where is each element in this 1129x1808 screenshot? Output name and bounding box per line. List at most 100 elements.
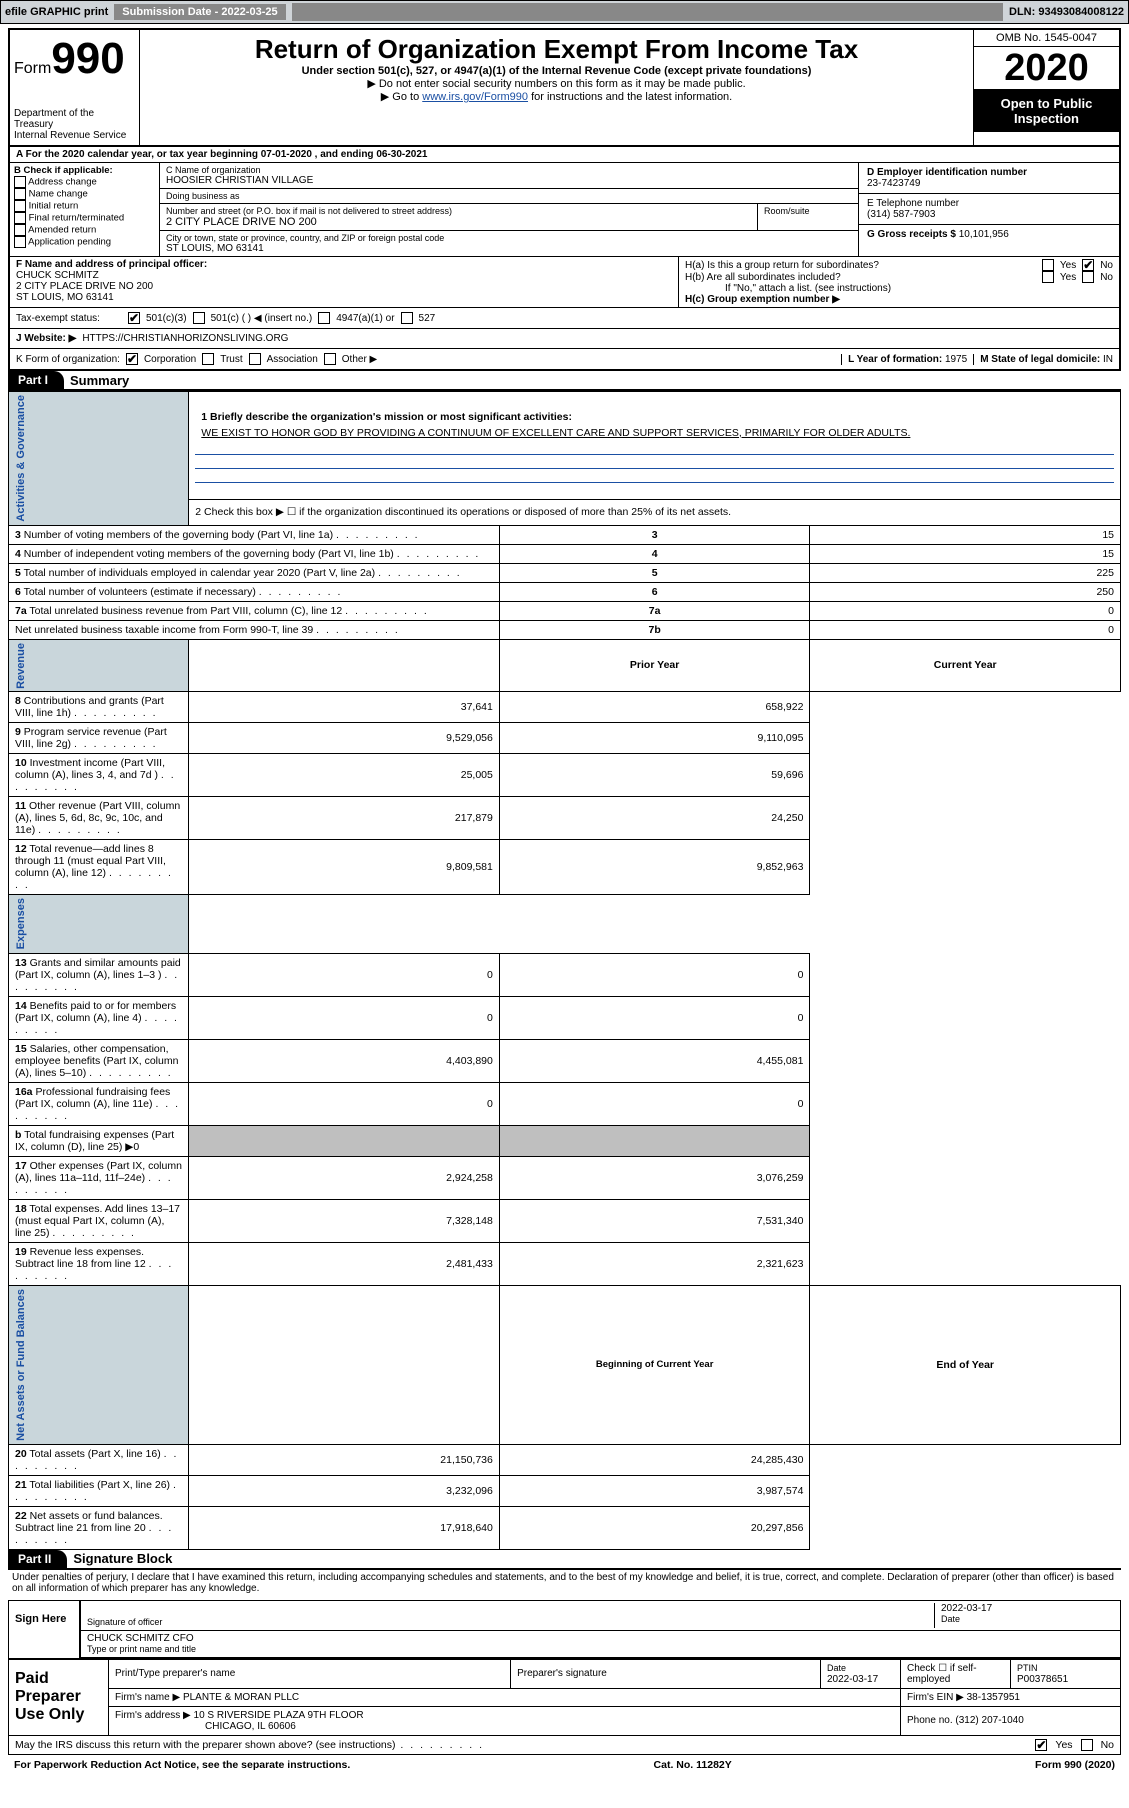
footer: For Paperwork Reduction Act Notice, see …	[8, 1755, 1121, 1775]
vert-gov: Activities & Governance	[9, 392, 189, 526]
ein-value: 23-7423749	[867, 178, 1111, 189]
table-row: 17 Other expenses (Part IX, column (A), …	[9, 1156, 1121, 1199]
table-row: Net unrelated business taxable income fr…	[9, 620, 1121, 639]
hb-no-checkbox[interactable]	[1082, 271, 1094, 283]
sign-here-label: Sign Here	[9, 1601, 79, 1658]
prior-year-hdr: Prior Year	[499, 639, 810, 692]
block-b-item[interactable]: Final return/terminated	[14, 212, 155, 224]
subtitle-1: Under section 501(c), 527, or 4947(a)(1)…	[148, 65, 965, 77]
website-row: J Website: ▶ HTTPS://CHRISTIANHORIZONSLI…	[8, 329, 1121, 349]
part2-title: Signature Block	[67, 1551, 172, 1566]
footer-left: For Paperwork Reduction Act Notice, see …	[14, 1759, 350, 1771]
k-label: K Form of organization:	[16, 354, 120, 365]
paid-preparer-table: Paid Preparer Use Only Print/Type prepar…	[8, 1659, 1121, 1736]
form-label: Form	[14, 60, 51, 77]
501c3-checkbox[interactable]	[128, 312, 140, 324]
officer-printed: CHUCK SCHMITZ CFO	[87, 1633, 1114, 1644]
table-row: 10 Investment income (Part VIII, column …	[9, 754, 1121, 797]
footer-mid: Cat. No. 11282Y	[654, 1759, 732, 1771]
city-value: ST LOUIS, MO 63141	[166, 243, 852, 254]
block-b: B Check if applicable: Address change Na…	[10, 163, 160, 256]
i-label: Tax-exempt status:	[16, 313, 122, 324]
street-value: 2 CITY PLACE DRIVE NO 200	[166, 216, 751, 228]
discuss-no-checkbox[interactable]	[1081, 1739, 1093, 1751]
table-row: 21 Total liabilities (Part X, line 26) 3…	[9, 1475, 1121, 1506]
block-d: D Employer identification number 23-7423…	[859, 163, 1119, 256]
q1-text: WE EXIST TO HONOR GOD BY PROVIDING A CON…	[195, 425, 1114, 441]
discuss-text: May the IRS discuss this return with the…	[15, 1739, 1027, 1751]
irs-link[interactable]: www.irs.gov/Form990	[422, 91, 528, 103]
ptin: P00378651	[1017, 1674, 1068, 1685]
block-b-item[interactable]: Name change	[14, 188, 155, 200]
k-corp-checkbox[interactable]	[126, 353, 138, 365]
hb-yes-checkbox[interactable]	[1042, 271, 1054, 283]
vert-rev: Revenue	[9, 639, 189, 692]
org-name-label: C Name of organization	[166, 165, 852, 175]
table-row: 12 Total revenue—add lines 8 through 11 …	[9, 840, 1121, 895]
part1-title: Summary	[64, 373, 129, 388]
top-bar: efile GRAPHIC print Submission Date - 20…	[0, 0, 1129, 24]
efile-label: efile GRAPHIC print	[5, 6, 108, 18]
sig-date: 2022-03-17	[941, 1603, 1114, 1614]
table-row: 8 Contributions and grants (Part VIII, l…	[9, 692, 1121, 723]
table-row: 14 Benefits paid to or for members (Part…	[9, 996, 1121, 1039]
ha-label: H(a) Is this a group return for subordin…	[685, 260, 1036, 271]
tax-exempt-row: Tax-exempt status: 501(c)(3) 501(c) ( ) …	[8, 308, 1121, 329]
k-trust-checkbox[interactable]	[202, 353, 214, 365]
k-other-checkbox[interactable]	[324, 353, 336, 365]
f-label: F Name and address of principal officer:	[16, 259, 207, 270]
table-row: 3 Number of voting members of the govern…	[9, 525, 1121, 544]
boy-hdr: Beginning of Current Year	[499, 1285, 810, 1444]
table-row: 11 Other revenue (Part VIII, column (A),…	[9, 797, 1121, 840]
block-b-item[interactable]: Initial return	[14, 200, 155, 212]
part1-table: Activities & Governance 1 Briefly descri…	[8, 391, 1121, 1550]
j-label: J Website: ▶	[16, 333, 76, 344]
part1-header: Part I Summary	[8, 371, 1121, 391]
open-to-public: Open to Public Inspection	[974, 90, 1119, 132]
ha-no-checkbox[interactable]	[1082, 259, 1094, 271]
firm-phone: (312) 207-1040	[955, 1715, 1023, 1726]
firm-name: PLANTE & MORAN PLLC	[183, 1692, 299, 1703]
sign-here-block: Sign Here Signature of officer 2022-03-1…	[8, 1600, 1121, 1659]
table-row: 19 Revenue less expenses. Subtract line …	[9, 1242, 1121, 1285]
k-assoc-checkbox[interactable]	[249, 353, 261, 365]
527-checkbox[interactable]	[401, 312, 413, 324]
block-b-item[interactable]: Application pending	[14, 236, 155, 248]
eoy-hdr: End of Year	[810, 1285, 1121, 1444]
4947-checkbox[interactable]	[318, 312, 330, 324]
penalties-text: Under penalties of perjury, I declare th…	[8, 1570, 1121, 1596]
form-header: Form990 Department of the Treasury Inter…	[8, 28, 1121, 147]
submission-date-btn[interactable]: Submission Date - 2022-03-25	[114, 4, 285, 20]
dba-label: Doing business as	[166, 191, 852, 201]
main-title: Return of Organization Exempt From Incom…	[148, 34, 965, 65]
table-row: 6 Total number of volunteers (estimate i…	[9, 582, 1121, 601]
tel-label: E Telephone number	[867, 198, 1111, 209]
gross-value: 10,101,956	[959, 229, 1009, 240]
self-emp: Check ☐ if self-employed	[901, 1659, 1011, 1688]
table-row: 13 Grants and similar amounts paid (Part…	[9, 953, 1121, 996]
table-row: 15 Salaries, other compensation, employe…	[9, 1039, 1121, 1082]
table-row: 7a Total unrelated business revenue from…	[9, 601, 1121, 620]
discuss-yes-checkbox[interactable]	[1035, 1739, 1047, 1751]
officer-name: CHUCK SCHMITZ	[16, 270, 672, 281]
block-b-item[interactable]: Amended return	[14, 224, 155, 236]
period-row: A For the 2020 calendar year, or tax yea…	[8, 147, 1121, 163]
prep-name-label: Print/Type preparer's name	[109, 1659, 511, 1688]
501c-checkbox[interactable]	[193, 312, 205, 324]
form-number: 990	[51, 34, 124, 83]
type-print-label: Type or print name and title	[87, 1644, 196, 1654]
city-label: City or town, state or province, country…	[166, 233, 852, 243]
org-name: HOOSIER CHRISTIAN VILLAGE	[166, 175, 852, 186]
spacer-btn	[292, 3, 1003, 21]
street-label: Number and street (or P.O. box if mail i…	[166, 206, 751, 216]
prep-sig-label: Preparer's signature	[511, 1659, 821, 1688]
ha-yes-checkbox[interactable]	[1042, 259, 1054, 271]
date-label: Date	[941, 1614, 960, 1624]
block-b-item[interactable]: Address change	[14, 176, 155, 188]
officer-addr1: 2 CITY PLACE DRIVE NO 200	[16, 281, 672, 292]
current-year-hdr: Current Year	[810, 639, 1121, 692]
footer-right: Form 990 (2020)	[1035, 1759, 1115, 1771]
q2-text: 2 Check this box ▶ ☐ if the organization…	[189, 500, 1121, 525]
ein-label: D Employer identification number	[867, 167, 1111, 178]
firm-addr1: 10 S RIVERSIDE PLAZA 9TH FLOOR	[194, 1710, 364, 1721]
